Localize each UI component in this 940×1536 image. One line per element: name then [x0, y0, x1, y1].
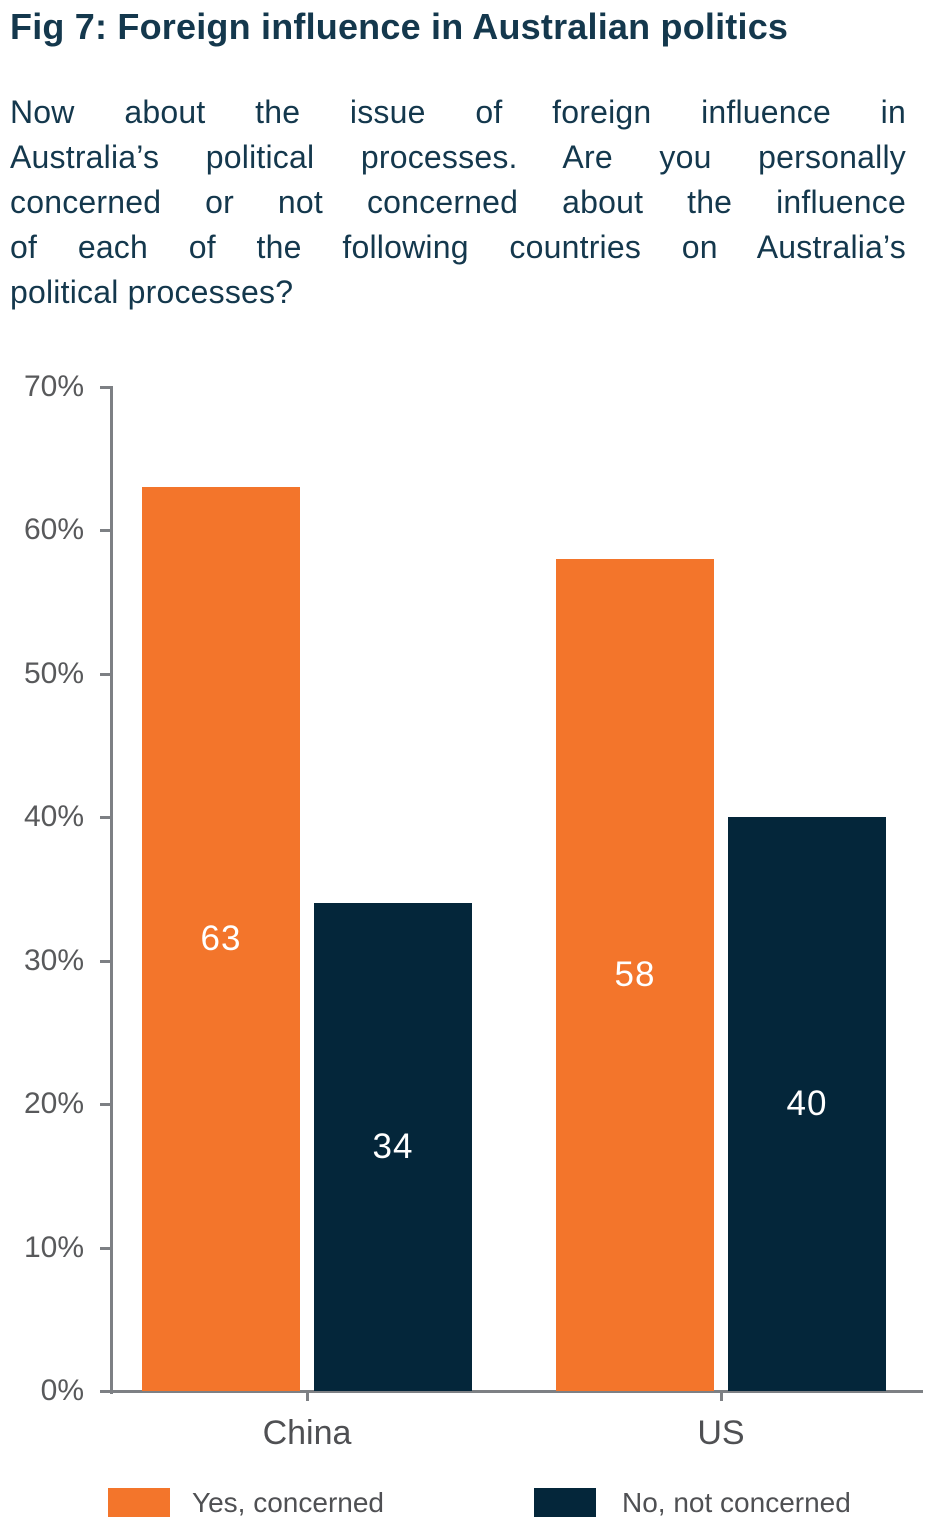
- x-axis-category-label: China: [262, 1414, 352, 1452]
- y-axis-tick-label: 0%: [40, 1374, 84, 1407]
- figure-title: Fig 7: Foreign influence in Australian p…: [10, 6, 789, 47]
- y-axis-tick-label: 50%: [23, 656, 84, 690]
- y-axis-tick-label: 30%: [23, 943, 84, 977]
- x-axis-category-label: US: [697, 1414, 745, 1452]
- y-axis-tick-label: 10%: [23, 1230, 84, 1264]
- legend-label: No, not concerned: [622, 1487, 851, 1518]
- y-axis-tick-mark: [100, 529, 110, 533]
- x-axis-line: [100, 1390, 923, 1393]
- y-axis-tick-label: 20%: [23, 1087, 84, 1121]
- question-line: political processes?: [10, 274, 294, 310]
- bar-us-no: 40: [728, 817, 886, 1391]
- y-axis-tick-mark: [100, 1103, 110, 1107]
- y-axis-tick-mark: [100, 959, 110, 963]
- y-axis-tick-mark: [100, 386, 110, 389]
- bar-value-label: 34: [372, 1127, 414, 1167]
- bar-china-yes: 63: [142, 487, 300, 1391]
- bar-value-label: 63: [200, 919, 242, 959]
- x-axis-tick-mark: [306, 1393, 309, 1401]
- legend-swatch-no-not-concerned: [534, 1488, 596, 1517]
- y-axis-tick-mark: [100, 1246, 110, 1250]
- question-line: Now about the issue of foreign influence…: [10, 94, 906, 130]
- question-line: of each of the following countries on Au…: [10, 229, 906, 265]
- bar-value-label: 40: [786, 1084, 828, 1124]
- y-axis-tick-label: 40%: [23, 800, 84, 834]
- x-axis-tick-mark: [720, 1393, 723, 1401]
- question-line: Australia’s political processes. Are you…: [10, 139, 906, 175]
- y-axis-tick-mark: [100, 816, 110, 820]
- y-axis-tick-label: 60%: [23, 513, 84, 547]
- bar-us-yes: 58: [556, 559, 714, 1391]
- survey-question: Now about the issue of foreign influence…: [10, 90, 906, 315]
- y-axis-line: [110, 386, 113, 1394]
- question-line: concerned or not concerned about the inf…: [10, 184, 906, 220]
- legend-label: Yes, concerned: [192, 1487, 384, 1518]
- legend-swatch-yes-concerned: [108, 1488, 170, 1517]
- bar-china-no: 34: [314, 903, 472, 1391]
- bar-value-label: 58: [614, 955, 656, 995]
- y-axis-tick-label: 70%: [23, 370, 84, 403]
- y-axis-tick-mark: [100, 672, 110, 676]
